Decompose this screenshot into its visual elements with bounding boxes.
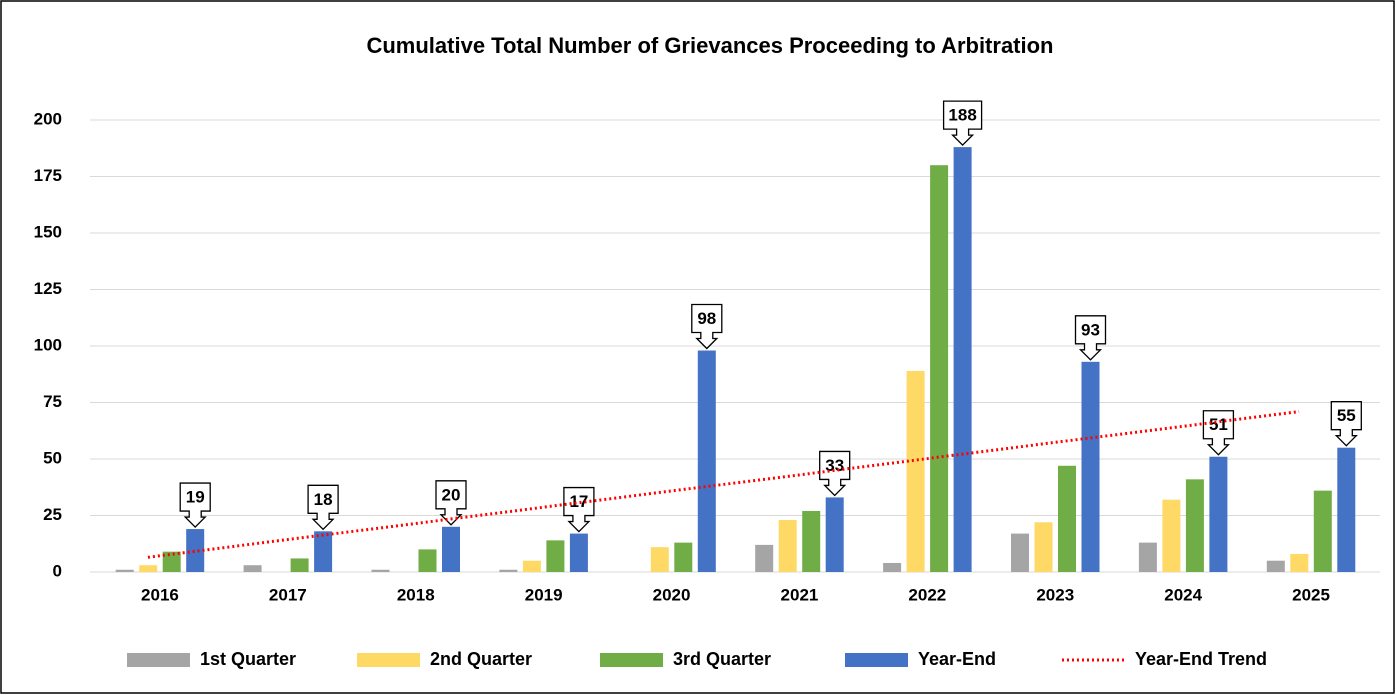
data-label: 18 [314, 490, 333, 509]
legend-swatch [600, 653, 663, 667]
data-label: 55 [1337, 406, 1356, 425]
y-tick-label: 25 [43, 505, 62, 524]
x-tick-label: 2025 [1292, 585, 1330, 604]
bar [825, 497, 844, 572]
callout [563, 486, 595, 533]
x-tick-label: 2020 [653, 585, 691, 604]
x-tick-label: 2022 [908, 585, 946, 604]
data-label: 98 [697, 309, 716, 328]
bar [1209, 456, 1228, 572]
x-tick-label: 2019 [525, 585, 563, 604]
bar [1337, 447, 1356, 572]
legend-label: 1st Quarter [200, 649, 296, 669]
bar [162, 551, 181, 572]
bar [1290, 553, 1309, 572]
legend-label: 2nd Quarter [430, 649, 532, 669]
legend-label: Year-End [918, 649, 996, 669]
y-tick-label: 75 [43, 392, 62, 411]
bar [883, 562, 902, 572]
trend-line [147, 410, 1300, 559]
bar [569, 533, 588, 572]
data-label: 20 [442, 485, 461, 504]
bar [778, 520, 797, 572]
chart-title: Cumulative Total Number of Grievances Pr… [366, 33, 1053, 58]
callout [1330, 401, 1362, 447]
callout [942, 100, 983, 147]
bar [1266, 560, 1285, 572]
callout [1074, 315, 1107, 361]
y-tick-label: 100 [34, 335, 62, 354]
callout [307, 484, 339, 531]
x-tick-label: 2021 [781, 585, 819, 604]
bar [953, 147, 972, 572]
x-tick-label: 2016 [141, 585, 179, 604]
x-tick-label: 2024 [1164, 585, 1202, 604]
legend-swatch [845, 653, 908, 667]
data-label: 93 [1081, 320, 1100, 339]
y-tick-label: 50 [43, 448, 62, 467]
data-label: 188 [948, 106, 976, 125]
bar [186, 529, 205, 572]
y-tick-label: 125 [34, 279, 62, 298]
x-tick-label: 2017 [269, 585, 307, 604]
bar [290, 558, 309, 572]
data-label: 17 [569, 492, 588, 511]
bar [1185, 479, 1204, 572]
legend-label: 3rd Quarter [673, 649, 771, 669]
y-tick-label: 175 [34, 166, 62, 185]
bar [906, 370, 925, 572]
bar [1034, 522, 1053, 572]
x-tick-label: 2018 [397, 585, 435, 604]
data-label: 51 [1209, 415, 1228, 434]
bar [1313, 490, 1332, 572]
bar [115, 569, 134, 572]
bar [522, 560, 541, 572]
bar [499, 569, 518, 572]
bar [139, 565, 158, 572]
bar [930, 165, 949, 572]
callout [691, 303, 723, 350]
bar [1162, 499, 1181, 572]
callout [819, 450, 851, 497]
bar [674, 542, 693, 572]
bar [697, 350, 716, 572]
bar [371, 569, 390, 572]
x-tick-label: 2023 [1036, 585, 1074, 604]
bar [755, 544, 774, 572]
bar [1011, 533, 1029, 572]
bar [546, 540, 565, 572]
bar [1138, 542, 1157, 572]
bar [314, 531, 333, 572]
bar [418, 549, 437, 572]
bar [650, 547, 669, 572]
y-tick-label: 0 [53, 561, 62, 580]
y-tick-label: 200 [34, 109, 62, 128]
bar [442, 526, 460, 572]
legend-swatch [357, 653, 420, 667]
legend-swatch [127, 653, 190, 667]
data-label: 19 [186, 488, 205, 507]
legend-label: Year-End Trend [1135, 649, 1267, 669]
bar [1058, 465, 1076, 572]
callout [179, 482, 211, 528]
y-tick-label: 150 [34, 222, 62, 241]
bar [802, 510, 821, 572]
bar [243, 565, 262, 572]
bar [1081, 361, 1100, 572]
